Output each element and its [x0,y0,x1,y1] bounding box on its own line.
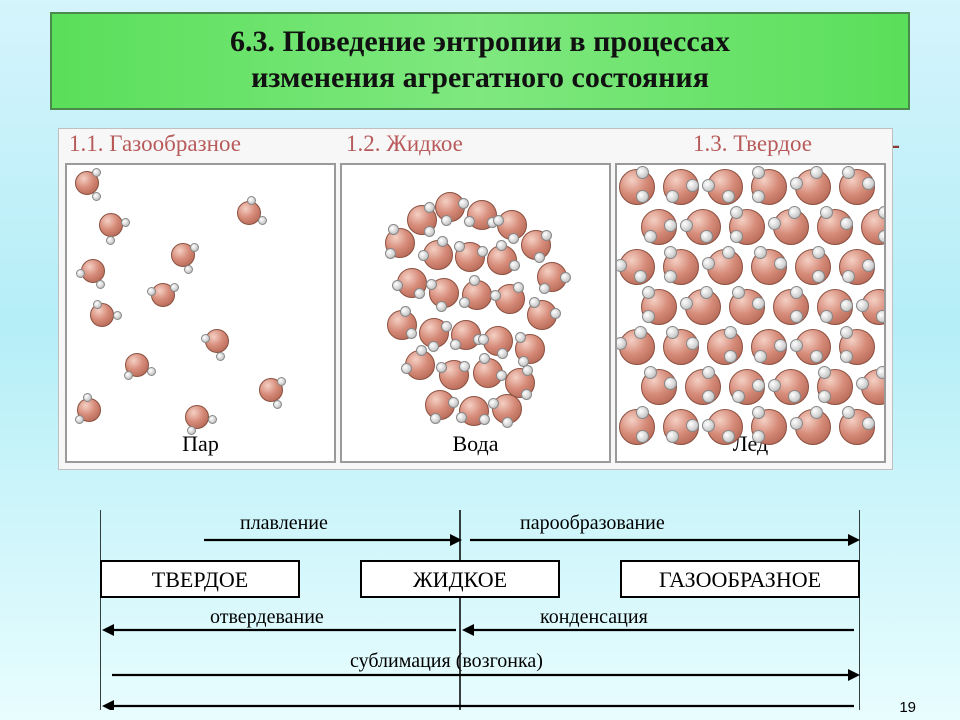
panel-liquid: . Вода [340,163,611,463]
proc-sublimation: сублимация (возгонка) [350,650,543,673]
caption-gas: Пар [67,431,334,457]
panel-headers: 1.1. Газообразное 1.2. Жидкое 1.3. Тверд… [59,129,892,157]
section-title-box: 6.3. Поведение энтропии в процессах изме… [50,12,910,110]
caption-liquid: Вода [342,431,609,457]
proc-melting: плавление [240,512,328,535]
proc-solidification: отвердевание [210,606,324,629]
proc-condensation: конденсация [540,606,648,629]
state-liquid: ЖИДКОЕ [360,560,560,598]
header-liquid: 1.2. Жидкое [340,131,617,157]
page-number: 19 [899,699,916,716]
title-line-1: 6.3. Поведение энтропии в процессах [66,24,894,60]
header-solid: 1.3. Твердое [617,131,888,157]
state-gas: ГАЗООБРАЗНОЕ [620,560,860,598]
title-line-2: изменения агрегатного состояния [66,60,894,96]
panel-solid: Лед [615,163,886,463]
states-panel-group: 1.1. Газообразное 1.2. Жидкое 1.3. Тверд… [58,128,893,470]
phase-transition-diagram: плавление парообразование отвердевание к… [100,510,860,710]
header-gas: 1.1. Газообразное [63,131,340,157]
proc-vaporization: парообразование [520,512,665,535]
state-solid: ТВЕРДОЕ [100,560,300,598]
panel-gas: Пар [65,163,336,463]
